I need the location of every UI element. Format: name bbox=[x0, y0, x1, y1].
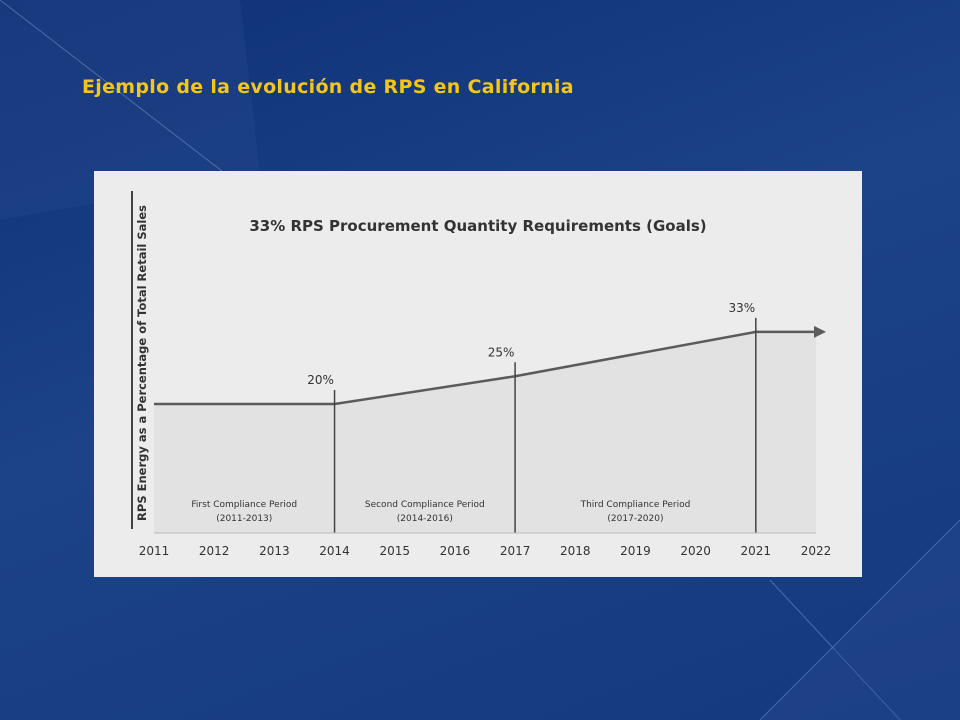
chart-image: 33% RPS Procurement Quantity Requirement… bbox=[94, 171, 862, 577]
x-tick-label: 2017 bbox=[500, 544, 531, 558]
series-arrow bbox=[814, 325, 826, 338]
y-axis-label: RPS Energy as a Percentage of Total Reta… bbox=[135, 205, 149, 521]
period-label: Third Compliance Period bbox=[580, 500, 691, 510]
x-tick-label: 2018 bbox=[560, 544, 591, 558]
data-label: 33% bbox=[728, 301, 755, 315]
x-tick-label: 2020 bbox=[680, 544, 711, 558]
period-range: (2014-2016) bbox=[397, 514, 453, 524]
x-tick-label: 2012 bbox=[199, 544, 230, 558]
slide-title: Ejemplo de la evolución de RPS en Califo… bbox=[82, 76, 574, 98]
series-area bbox=[154, 331, 816, 533]
rps-chart: 33% RPS Procurement Quantity Requirement… bbox=[131, 191, 832, 558]
x-tick-label: 2015 bbox=[379, 544, 410, 558]
x-tick-label: 2011 bbox=[139, 544, 170, 558]
x-tick-label: 2021 bbox=[741, 544, 772, 558]
x-tick-label: 2019 bbox=[620, 544, 651, 558]
x-tick-label: 2016 bbox=[440, 544, 471, 558]
data-label: 20% bbox=[307, 373, 334, 387]
period-label: Second Compliance Period bbox=[365, 500, 485, 510]
period-range: (2017-2020) bbox=[607, 514, 663, 524]
period-label: First Compliance Period bbox=[191, 500, 297, 510]
period-range: (2011-2013) bbox=[216, 514, 272, 524]
chart-title: 33% RPS Procurement Quantity Requirement… bbox=[249, 217, 706, 235]
x-tick-label: 2013 bbox=[259, 544, 290, 558]
x-tick-label: 2022 bbox=[801, 544, 832, 558]
x-tick-label: 2014 bbox=[319, 544, 350, 558]
data-label: 25% bbox=[488, 345, 515, 359]
